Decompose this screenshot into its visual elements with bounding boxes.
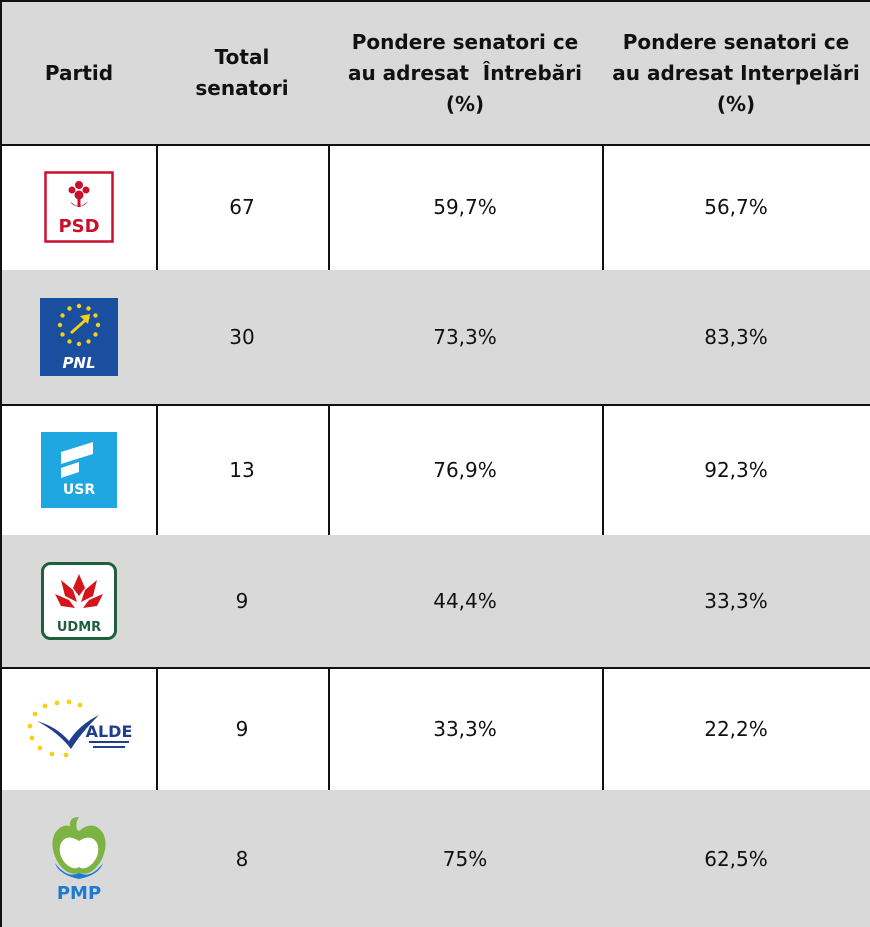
alde-logo-icon: ALDE bbox=[27, 699, 133, 757]
pmp-logo-icon: PMP bbox=[52, 816, 106, 903]
row-psd-interpellations: 56,7% bbox=[602, 144, 870, 272]
row-usr-total: 13 bbox=[156, 404, 330, 537]
header-party: Partid bbox=[0, 0, 158, 146]
svg-text:PNL: PNL bbox=[62, 354, 95, 372]
row-alde-logo-cell: ALDE bbox=[0, 667, 158, 792]
pnl-logo-icon: PNL bbox=[40, 298, 118, 376]
row-udmr-questions: 44,4% bbox=[328, 535, 604, 669]
row-pmp-interpellations: 62,5% bbox=[602, 790, 870, 927]
row-pmp-total: 8 bbox=[156, 790, 330, 927]
row-pmp-questions: 75% bbox=[328, 790, 604, 927]
row-usr-questions: 76,9% bbox=[328, 404, 604, 537]
row-pnl-interpellations: 83,3% bbox=[602, 270, 870, 406]
row-pnl-total: 30 bbox=[156, 270, 330, 406]
row-pnl-logo-cell: PNL bbox=[0, 270, 158, 406]
psd-logo-icon: PSD bbox=[44, 171, 114, 243]
row-alde-questions: 33,3% bbox=[328, 667, 604, 792]
svg-text:USR: USR bbox=[63, 482, 95, 498]
row-udmr-total: 9 bbox=[156, 535, 330, 669]
row-udmr-logo-cell: UDMR bbox=[0, 535, 158, 669]
row-pnl-questions: 73,3% bbox=[328, 270, 604, 406]
row-usr-interpellations: 92,3% bbox=[602, 404, 870, 537]
row-usr-logo-cell: USR bbox=[0, 404, 158, 537]
svg-text:PSD: PSD bbox=[58, 216, 99, 237]
svg-text:ALDE: ALDE bbox=[86, 722, 133, 741]
header-total: Total senatori bbox=[156, 0, 330, 146]
row-psd-logo-cell: PSD bbox=[0, 144, 158, 272]
header-questions: Pondere senatori ce au adresat Întrebări… bbox=[328, 0, 604, 146]
row-udmr-interpellations: 33,3% bbox=[602, 535, 870, 669]
row-psd-total: 67 bbox=[156, 144, 330, 272]
row-alde-interpellations: 22,2% bbox=[602, 667, 870, 792]
row-psd-questions: 59,7% bbox=[328, 144, 604, 272]
usr-logo-icon: USR bbox=[41, 431, 117, 508]
row-pmp-logo-cell: PMP bbox=[0, 790, 158, 927]
svg-text:UDMR: UDMR bbox=[57, 620, 101, 635]
row-alde-total: 9 bbox=[156, 667, 330, 792]
header-interpellations: Pondere senatori ce au adresat Interpelă… bbox=[602, 0, 870, 146]
udmr-logo-icon: UDMR bbox=[41, 562, 117, 640]
svg-text:PMP: PMP bbox=[57, 883, 101, 903]
